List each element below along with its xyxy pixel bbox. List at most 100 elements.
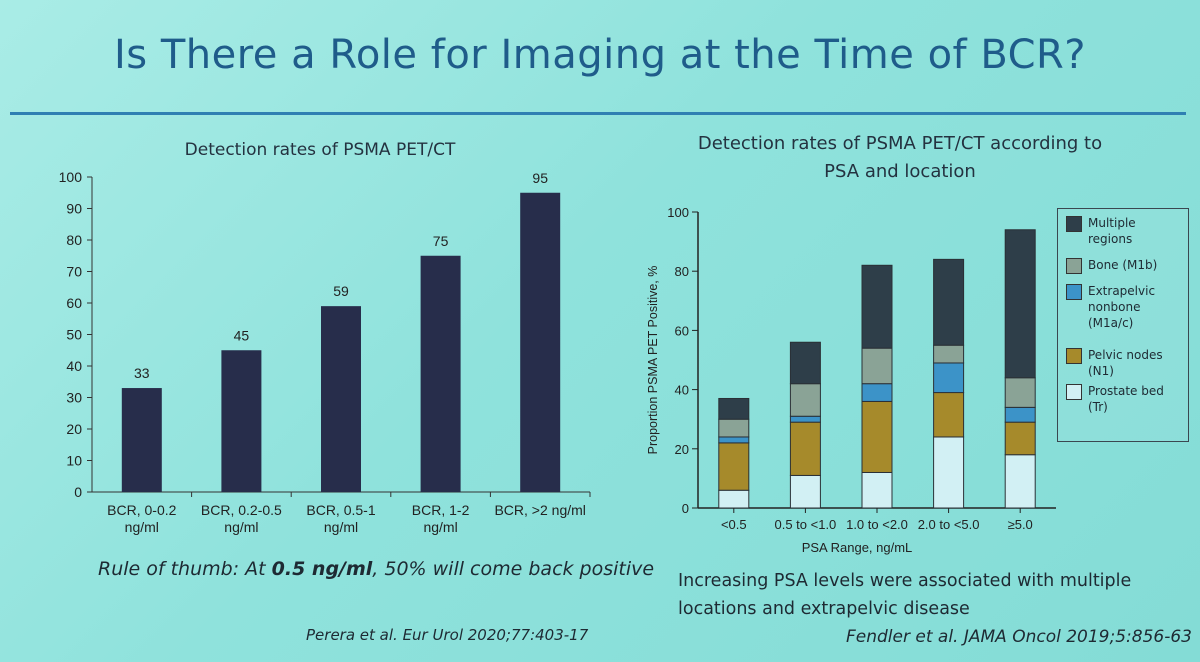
right-stacked-segment <box>933 362 965 394</box>
right-stacked-segment <box>789 415 821 423</box>
right-stacked-segment <box>789 474 821 509</box>
right-stacked-segment <box>1004 454 1036 509</box>
rule-of-thumb-suffix: , 50% will come back positive <box>372 558 655 580</box>
right-y-tick-label: 0 <box>682 501 689 516</box>
left-y-tick-label: 50 <box>66 327 82 343</box>
left-bar <box>221 350 262 492</box>
legend-label-line: Extrapelvic <box>1088 284 1156 298</box>
right-stacked-segment <box>861 471 893 509</box>
right-stacked-segment <box>718 442 750 491</box>
psa-finding-note: Increasing PSA levels were associated wi… <box>678 571 1132 619</box>
legend-label-line: regions <box>1088 232 1133 246</box>
left-x-tick-label: BCR, >2 ng/ml <box>494 502 585 518</box>
left-y-tick-label: 90 <box>66 201 82 217</box>
right-stacked-segment <box>861 400 893 473</box>
right-stacked-segment <box>1004 421 1036 456</box>
legend-label: Bone (M1b) <box>1088 257 1193 273</box>
right-x-tick-label: 0.5 to <1.0 <box>774 517 836 532</box>
left-y-tick-label: 30 <box>66 390 82 406</box>
right-x-tick-label: 1.0 to <2.0 <box>846 517 908 532</box>
legend-label-line: nonbone <box>1088 300 1141 314</box>
left-y-tick-label: 100 <box>59 169 83 185</box>
right-y-tick-label: 40 <box>675 383 689 398</box>
legend-swatch <box>1066 348 1082 364</box>
legend-label-line: (M1a/c) <box>1088 316 1134 330</box>
left-x-tick-label: BCR, 0-0.2 <box>107 502 176 518</box>
right-chart-legend: Multiple regions Bone (M1b) Extrapelvic nonb… <box>1057 208 1189 442</box>
right-stacked-segment <box>933 258 965 346</box>
right-stacked-segment <box>789 341 821 385</box>
left-y-tick-label: 20 <box>66 421 82 437</box>
right-chart-title-line-2: PSA and location <box>824 161 976 182</box>
left-y-tick-label: 0 <box>74 484 82 500</box>
right-y-tick-label: 20 <box>675 442 689 457</box>
left-y-tick-label: 60 <box>66 295 82 311</box>
legend-label-line: Multiple <box>1088 216 1136 230</box>
rule-of-thumb-prefix: Rule of thumb: At <box>98 558 272 580</box>
left-x-tick-label: BCR, 0.2-0.5 <box>201 502 282 518</box>
right-chart-title-line-1: Detection rates of PSMA PET/CT according… <box>697 133 1103 154</box>
right-stacked-segment <box>718 397 750 420</box>
right-stacked-segment <box>718 436 750 444</box>
legend-label-line: Prostate bed <box>1088 384 1164 398</box>
left-bar <box>321 306 361 492</box>
left-x-tick-label: ng/ml <box>224 519 258 535</box>
right-citation: Fendler et al. JAMA Oncol 2019;5:856-63 <box>846 627 1192 647</box>
legend-swatch <box>1066 216 1082 232</box>
right-x-tick-label: <0.5 <box>721 517 747 532</box>
legend-label-line: (Tr) <box>1088 400 1108 414</box>
left-data-label: 45 <box>234 327 250 343</box>
slide-title: Is There a Role for Imaging at the Time … <box>113 32 1087 78</box>
right-stacked-segment <box>861 347 893 385</box>
right-y-axis-label: Proportion PSMA PET Positive, % <box>646 266 660 455</box>
left-x-tick-label: ng/ml <box>423 519 457 535</box>
right-x-axis-label: PSA Range, ng/mL <box>802 540 913 555</box>
right-stacked-segment <box>933 436 965 509</box>
title-divider <box>10 112 1186 115</box>
right-stacked-segment <box>933 344 965 364</box>
right-x-tick-label: ≥5.0 <box>1008 517 1033 532</box>
left-x-tick-label: ng/ml <box>324 519 358 535</box>
legend-label-line: Bone (M1b) <box>1088 258 1158 272</box>
legend-label: Pelvic nodes (N1) <box>1088 347 1193 379</box>
right-stacked-segment <box>789 383 821 417</box>
right-y-tick-label: 100 <box>667 205 689 220</box>
right-x-tick-label: 2.0 to <5.0 <box>918 517 980 532</box>
right-stacked-segment <box>861 264 893 349</box>
left-y-tick-label: 70 <box>66 264 82 280</box>
right-chart-title: Detection rates of PSMA PET/CT according… <box>640 130 1160 186</box>
rule-of-thumb-threshold: 0.5 ng/ml <box>271 558 373 580</box>
right-stacked-segment <box>861 383 893 402</box>
right-stacked-segment <box>1004 406 1036 423</box>
left-bar <box>520 192 561 492</box>
left-bar <box>121 388 162 492</box>
legend-label: Extrapelvic nonbone (M1a/c) <box>1088 283 1193 331</box>
left-citation: Perera et al. Eur Urol 2020;77:403-17 <box>306 626 589 644</box>
right-y-tick-label: 80 <box>675 264 689 279</box>
left-y-tick-label: 40 <box>66 358 82 374</box>
legend-swatch <box>1066 284 1082 300</box>
left-x-tick-label: ng/ml <box>125 519 159 535</box>
right-stacked-segment <box>1004 229 1036 379</box>
left-x-tick-label: BCR, 0.5-1 <box>306 502 375 518</box>
legend-label: Multiple regions <box>1088 215 1193 247</box>
left-x-tick-label: BCR, 1-2 <box>412 502 470 518</box>
right-stacked-segment <box>1004 377 1036 408</box>
left-y-tick-label: 10 <box>66 453 82 469</box>
legend-label: Prostate bed (Tr) <box>1088 383 1193 415</box>
right-stacked-segment <box>933 392 965 438</box>
legend-swatch <box>1066 258 1082 274</box>
right-stacked-segment <box>789 421 821 476</box>
left-bar <box>420 255 461 492</box>
rule-of-thumb-note: Rule of thumb: At 0.5 ng/ml, 50% will co… <box>98 558 654 580</box>
left-data-label: 95 <box>532 170 548 186</box>
left-y-tick-label: 80 <box>66 232 82 248</box>
legend-label-line: Pelvic nodes <box>1088 348 1163 362</box>
right-stacked-segment <box>718 418 750 438</box>
left-data-label: 33 <box>134 365 150 381</box>
left-data-label: 75 <box>433 233 449 249</box>
left-chart-title: Detection rates of PSMA PET/CT <box>184 140 456 160</box>
legend-swatch <box>1066 384 1082 400</box>
right-y-tick-label: 60 <box>675 323 689 338</box>
